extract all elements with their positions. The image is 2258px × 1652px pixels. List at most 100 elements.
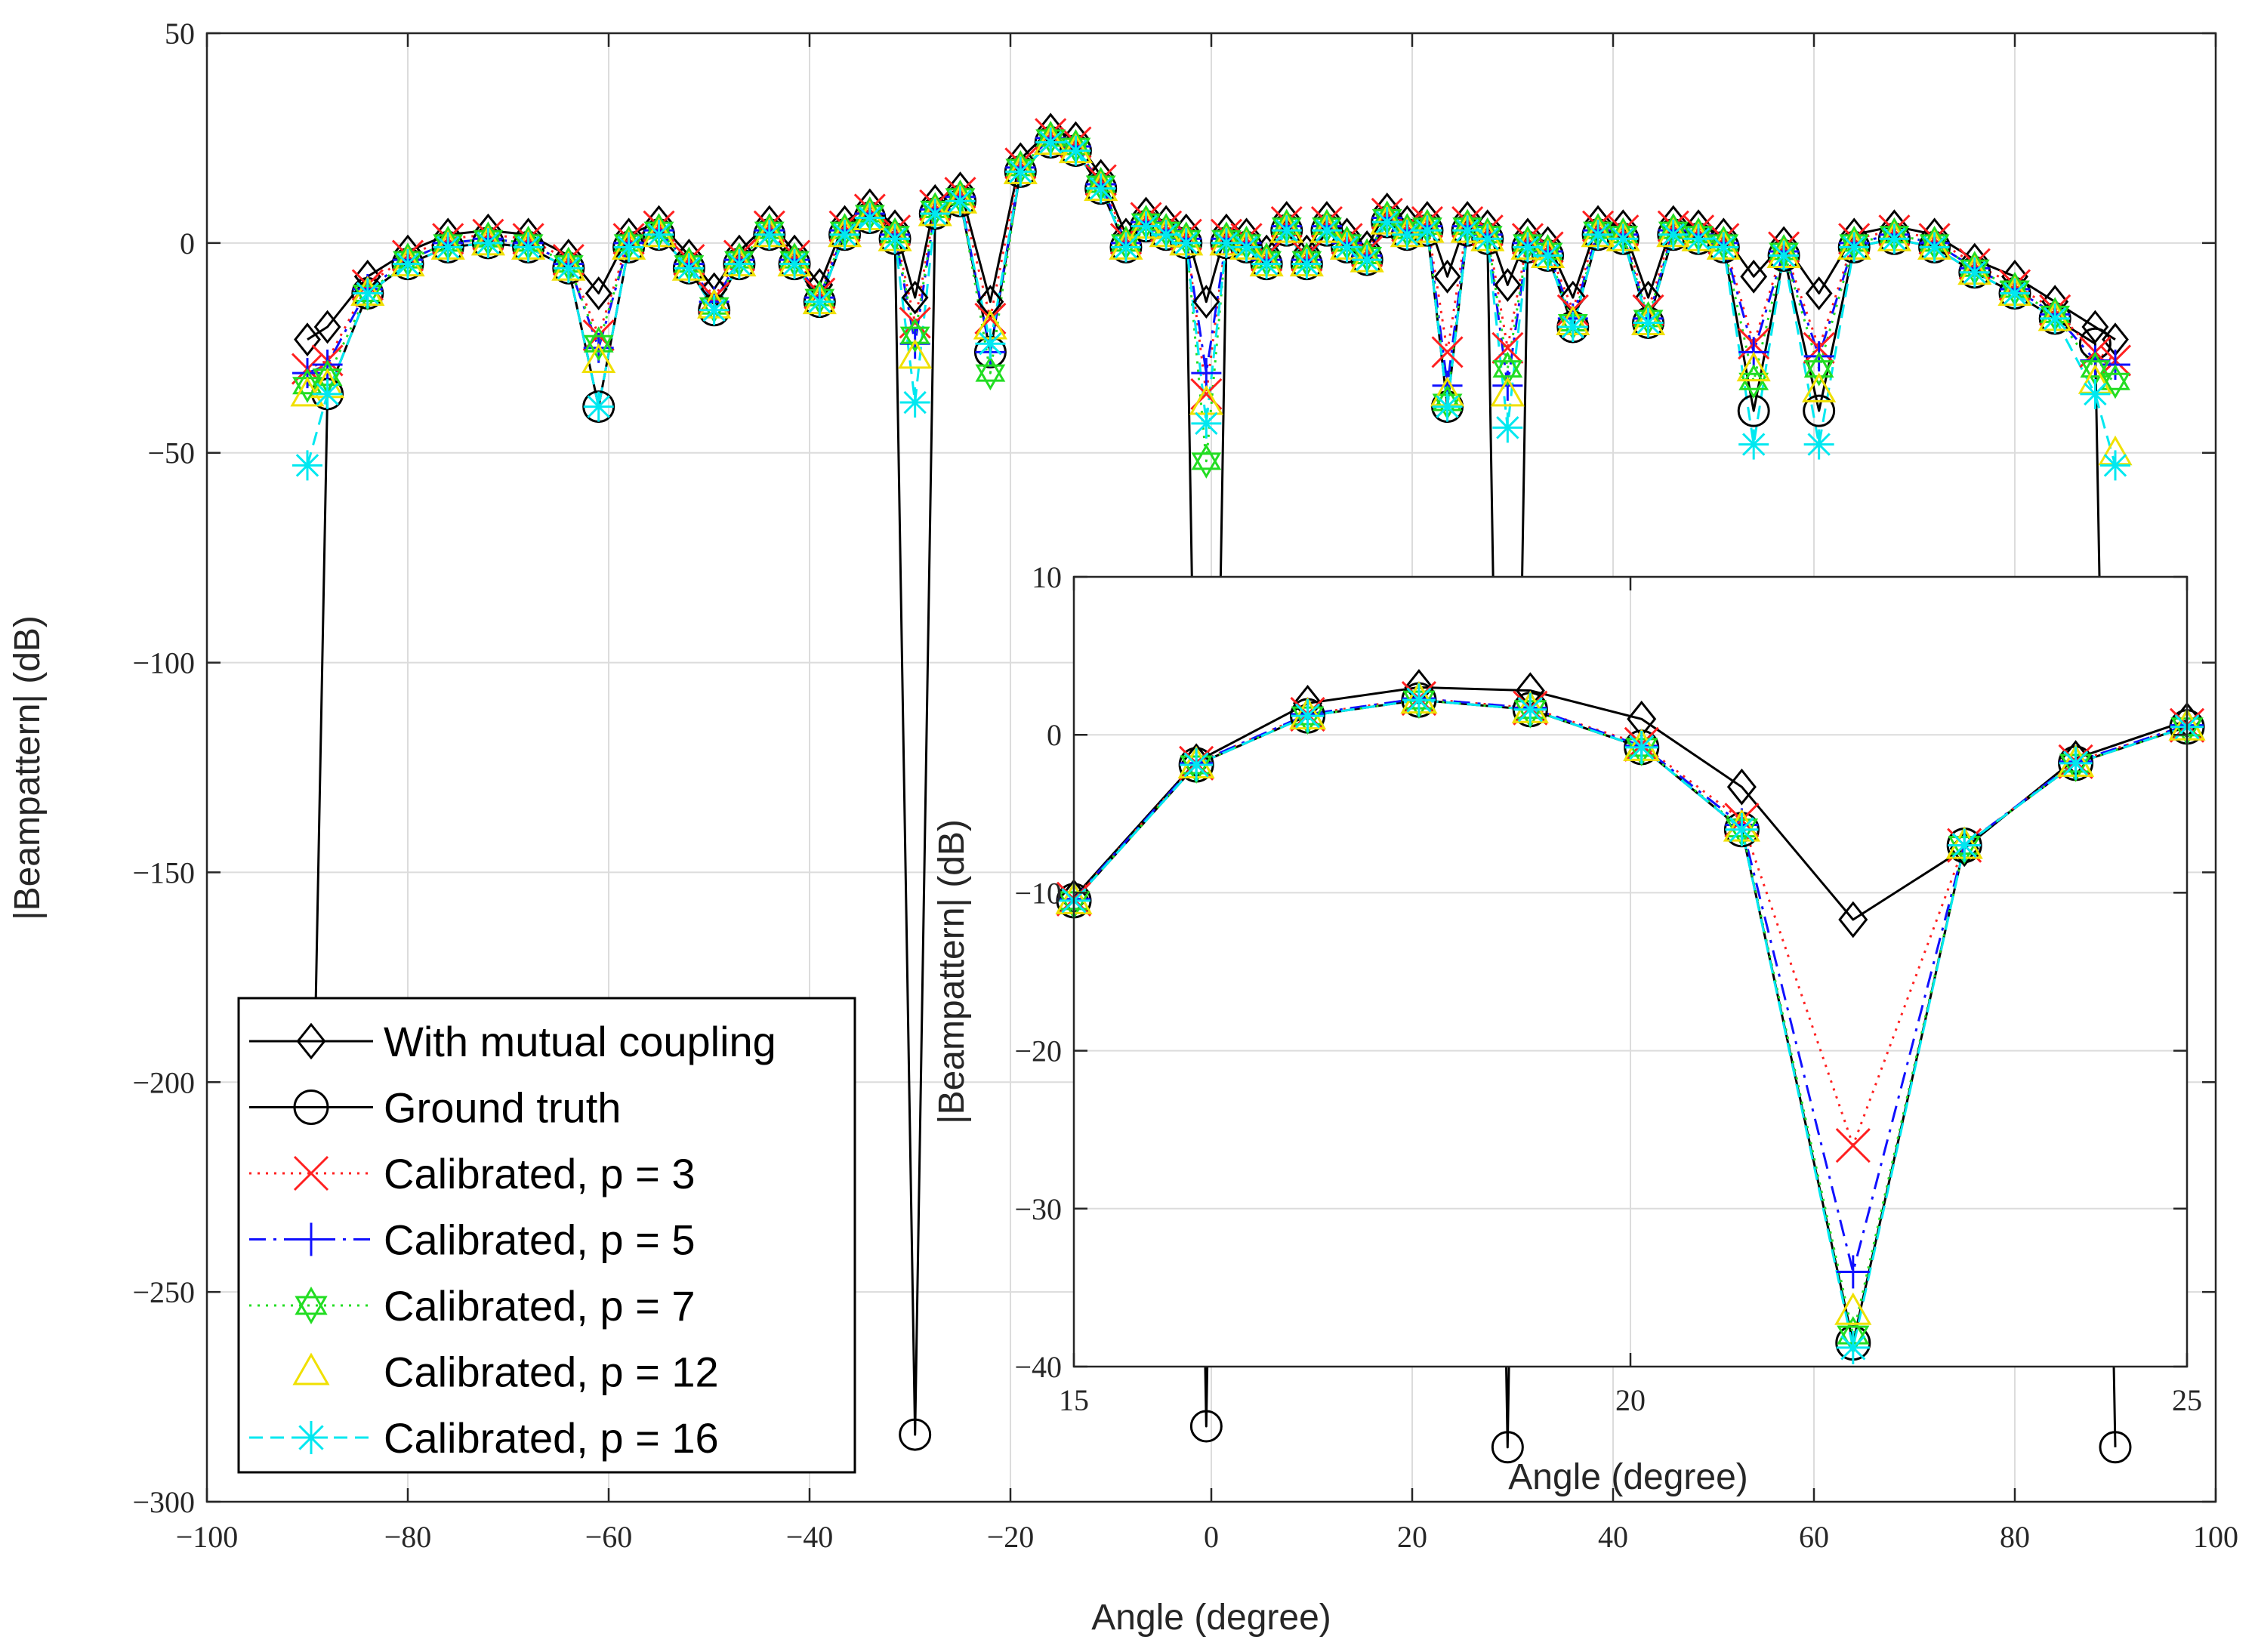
main-marker-calibrated-p-16 xyxy=(1557,312,1588,342)
inset-marker-calibrated-p-16 xyxy=(1836,1330,1870,1364)
legend-item-ground-truth: Ground truth xyxy=(249,1084,621,1132)
main-series-markers xyxy=(290,112,2133,1464)
inset-marker-calibrated-p-16 xyxy=(2059,746,2093,780)
inset-y-tick-label: 10 xyxy=(1032,560,1062,594)
legend-box xyxy=(237,997,856,1474)
main-marker-calibrated-p-16 xyxy=(899,387,930,418)
main-marker-calibrated-p-16 xyxy=(2000,278,2030,309)
main-marker-calibrated-p-16 xyxy=(674,253,705,284)
legend-item-calibrated-p-5: Calibrated, p = 5 xyxy=(249,1216,695,1264)
legend-label: Calibrated, p = 12 xyxy=(384,1348,719,1396)
main-marker-calibrated-p-16 xyxy=(1311,215,1342,246)
main-marker-calibrated-p-16 xyxy=(1608,223,1639,254)
main-y-ticks: 500−50−100−150−200−250−300 xyxy=(132,17,2216,1519)
inset-marker-calibrated-p-16 xyxy=(1402,683,1436,717)
main-x-tick-label: −80 xyxy=(384,1520,432,1554)
main-marker-calibrated-p-16 xyxy=(292,450,322,481)
legend-label: Calibrated, p = 16 xyxy=(384,1414,719,1462)
main-y-tick-label: 0 xyxy=(180,227,195,260)
legend: With mutual coupling Ground truth Calibrat… xyxy=(237,997,856,1474)
main-marker-calibrated-p-16 xyxy=(2080,378,2111,409)
main-marker-calibrated-p-16 xyxy=(804,286,835,317)
main-marker-calibrated-p-16 xyxy=(1879,223,1910,254)
main-marker-calibrated-p-16 xyxy=(1532,240,1563,271)
main-marker-calibrated-p-12 xyxy=(1490,376,1525,407)
main-marker-ground-truth xyxy=(1189,1410,1223,1443)
legend-marker-swatch xyxy=(295,1286,328,1325)
inset-axes: 15 20 25 10 0 −10 −20 −30 −40 Angle (degree) |B… xyxy=(932,560,2206,1497)
main-x-tick-label: 100 xyxy=(2193,1520,2238,1554)
main-marker-with-mutual-coupling xyxy=(1805,276,1833,310)
legend-label: Ground truth xyxy=(384,1084,621,1132)
inset-y-tick-label: −20 xyxy=(1014,1034,1062,1068)
main-marker-calibrated-p-16 xyxy=(1472,223,1503,254)
legend-item-calibrated-p-7: Calibrated, p = 7 xyxy=(249,1282,695,1330)
main-marker-calibrated-p-16 xyxy=(553,253,584,284)
inset-marker-calibrated-p-12 xyxy=(1834,1292,1872,1325)
main-y-tick-label: −150 xyxy=(132,855,195,889)
inset-marker-calibrated-p-3 xyxy=(1835,1128,1871,1163)
main-marker-calibrated-p-16 xyxy=(1392,219,1423,250)
main-marker-calibrated-p-16 xyxy=(1959,257,1990,288)
inset-marker-with-mutual-coupling xyxy=(1726,768,1757,806)
main-y-tick-label: −50 xyxy=(147,436,195,470)
main-marker-calibrated-p-16 xyxy=(1231,232,1262,263)
main-marker-calibrated-p-16 xyxy=(2040,303,2071,334)
main-marker-calibrated-p-16 xyxy=(1738,429,1769,460)
main-marker-calibrated-p-16 xyxy=(1683,223,1714,254)
main-marker-calibrated-p-16 xyxy=(920,198,951,229)
main-marker-calibrated-p-16 xyxy=(1005,156,1036,187)
main-marker-calibrated-p-16 xyxy=(1371,207,1402,238)
inset-y-axis-label: |Beampattern| (dB) xyxy=(932,819,972,1124)
inset-x-ticks: 15 20 25 xyxy=(1059,577,2202,1417)
main-marker-calibrated-p-3 xyxy=(1491,331,1524,364)
main-marker-calibrated-p-16 xyxy=(1131,211,1161,242)
main-marker-ground-truth xyxy=(1491,1431,1524,1464)
main-marker-calibrated-p-16 xyxy=(1583,219,1614,250)
main-marker-calibrated-p-16 xyxy=(1191,408,1222,439)
main-x-tick-label: 60 xyxy=(1799,1520,1829,1554)
legend-marker-swatch xyxy=(293,1155,329,1191)
main-marker-calibrated-p-16 xyxy=(473,227,504,258)
inset-marker-with-mutual-coupling xyxy=(1838,901,1868,938)
inset-y-tick-label: −30 xyxy=(1014,1192,1062,1226)
main-marker-with-mutual-coupling xyxy=(1740,259,1768,294)
inset-marker-calibrated-p-5 xyxy=(1836,1255,1870,1289)
main-marker-with-mutual-coupling xyxy=(1433,259,1461,294)
main-x-tick-label: −20 xyxy=(987,1520,1035,1554)
main-y-tick-label: −200 xyxy=(132,1065,195,1099)
main-marker-calibrated-p-16 xyxy=(393,248,423,279)
main-marker-with-mutual-coupling xyxy=(976,285,1004,319)
main-x-tick-label: 20 xyxy=(1397,1520,1427,1554)
main-marker-calibrated-p-16 xyxy=(1331,232,1362,263)
main-marker-calibrated-p-12 xyxy=(1736,351,1771,382)
inset-y-tick-label: −10 xyxy=(1014,876,1062,910)
main-x-tick-label: 0 xyxy=(1204,1520,1219,1554)
main-marker-calibrated-p-16 xyxy=(1769,240,1800,271)
main-marker-calibrated-p-16 xyxy=(880,223,911,254)
main-y-tick-label: −300 xyxy=(132,1485,195,1519)
legend-label: Calibrated, p = 3 xyxy=(384,1150,695,1197)
main-marker-calibrated-p-16 xyxy=(1291,248,1322,279)
main-marker-calibrated-p-16 xyxy=(754,219,785,250)
main-marker-calibrated-p-16 xyxy=(1512,232,1543,263)
main-marker-calibrated-p-16 xyxy=(699,294,730,325)
main-marker-calibrated-p-16 xyxy=(1085,173,1116,204)
main-marker-with-mutual-coupling xyxy=(294,322,321,357)
legend-item-calibrated-p-12: Calibrated, p = 12 xyxy=(292,1348,719,1396)
main-marker-calibrated-p-12 xyxy=(581,343,616,373)
main-x-tick-label: 40 xyxy=(1598,1520,1628,1554)
main-marker-calibrated-p-16 xyxy=(975,328,1006,359)
main-marker-calibrated-p-16 xyxy=(1171,227,1201,258)
inset-y-tick-label: 0 xyxy=(1047,718,1062,752)
main-x-axis-label: Angle (degree) xyxy=(1091,1598,1331,1638)
main-marker-calibrated-p-16 xyxy=(1352,245,1383,276)
main-marker-calibrated-p-16 xyxy=(1271,215,1302,246)
main-marker-calibrated-p-16 xyxy=(1492,412,1523,443)
inset-x-tick-label: 25 xyxy=(2172,1383,2202,1417)
legend-marker-swatch xyxy=(295,1222,328,1256)
main-marker-calibrated-p-16 xyxy=(1452,215,1483,246)
main-marker-calibrated-p-16 xyxy=(1211,227,1242,258)
main-marker-with-mutual-coupling xyxy=(901,280,929,315)
